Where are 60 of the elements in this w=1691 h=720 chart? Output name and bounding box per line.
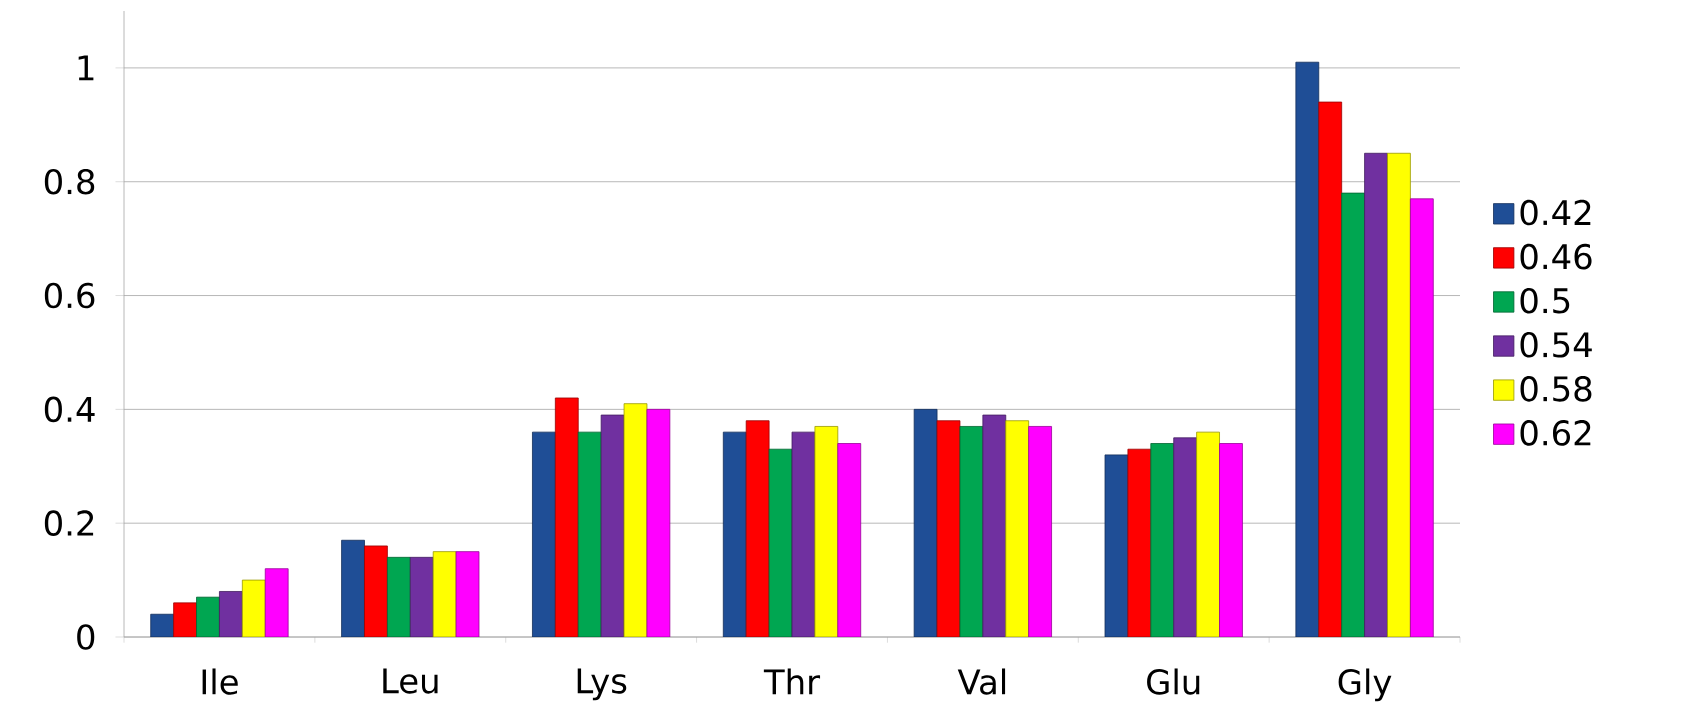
y-tick-label: 1 <box>78 55 94 81</box>
bar <box>341 539 365 637</box>
bar <box>1364 152 1388 637</box>
bar <box>646 408 671 637</box>
legend-label: 0.58 <box>1520 376 1592 402</box>
x-tick-label: Gly <box>1338 668 1392 702</box>
y-tick-label: 0.4 <box>44 396 95 423</box>
bar <box>768 448 793 637</box>
x-tick-label: Lys <box>577 668 627 701</box>
bar <box>1341 192 1365 637</box>
bar <box>1173 437 1198 637</box>
y-tick-label: 0.8 <box>44 168 95 195</box>
bar <box>173 602 197 637</box>
bar <box>982 414 1007 637</box>
bar <box>432 551 457 637</box>
bar <box>1318 101 1343 637</box>
bar <box>600 414 625 637</box>
bar <box>791 431 816 637</box>
legend-label: 0.5 <box>1520 287 1570 314</box>
bar <box>386 556 411 637</box>
y-tick-label: 0.2 <box>44 510 94 536</box>
bar <box>959 426 984 637</box>
bar <box>577 431 602 637</box>
bar <box>241 579 266 637</box>
y-tick-label: 0.6 <box>44 282 95 309</box>
bar <box>554 397 579 637</box>
bar <box>1196 431 1220 637</box>
bar <box>837 443 862 637</box>
x-tick-label: Leu <box>383 668 438 694</box>
bar <box>1104 454 1129 637</box>
bar <box>1409 198 1434 637</box>
bar <box>722 431 747 637</box>
bar <box>1005 420 1030 637</box>
bar <box>1295 61 1320 637</box>
x-tick-label: Val <box>957 668 1006 695</box>
bar <box>196 596 220 637</box>
legend-label: 0.42 <box>1520 199 1591 226</box>
bar <box>1219 443 1243 637</box>
bar <box>1028 426 1052 637</box>
bar <box>455 551 480 637</box>
legend-label: 0.46 <box>1520 243 1592 270</box>
bar <box>745 420 770 637</box>
bar <box>1127 448 1152 637</box>
bar <box>219 591 243 637</box>
bar <box>623 403 648 637</box>
bar <box>936 420 961 637</box>
x-tick-label: Thr <box>763 668 821 695</box>
bar <box>1150 443 1175 637</box>
bar <box>814 426 839 637</box>
legend-label: 0.62 <box>1520 420 1591 446</box>
bar <box>913 408 938 637</box>
x-tick-label: Ile <box>202 668 238 695</box>
bar <box>364 545 388 637</box>
legend-label: 0.54 <box>1520 331 1592 358</box>
y-tick-label: 0 <box>77 624 95 650</box>
bar <box>409 556 434 637</box>
bar <box>1387 152 1411 637</box>
x-tick-label: Glu <box>1147 668 1200 695</box>
bar <box>264 568 289 637</box>
bar <box>532 431 556 637</box>
